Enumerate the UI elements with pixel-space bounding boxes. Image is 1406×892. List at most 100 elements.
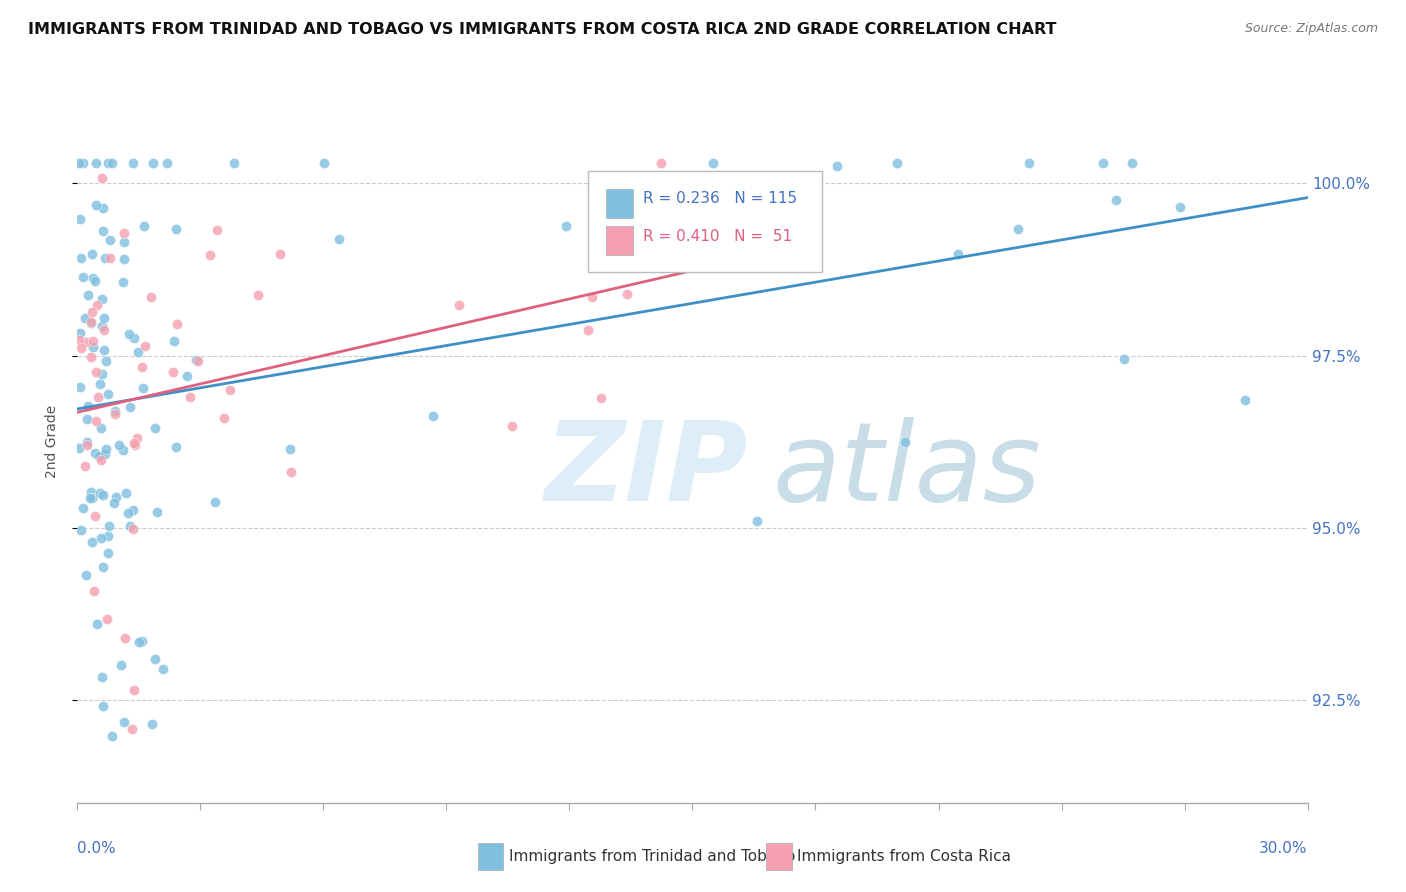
Point — [118, 519, 141, 533]
Point — [163, 334, 186, 349]
Point — [278, 442, 301, 457]
Point — [93, 310, 115, 325]
Point — [1007, 221, 1029, 235]
FancyBboxPatch shape — [588, 170, 821, 272]
Point — [69, 341, 91, 355]
Point — [82, 247, 104, 261]
Point — [83, 583, 105, 598]
Point — [90, 670, 112, 684]
Point — [93, 343, 115, 357]
Point — [83, 508, 105, 523]
Point — [75, 311, 97, 326]
Point — [91, 367, 114, 381]
Point — [247, 287, 270, 301]
Point — [80, 316, 103, 330]
Point — [110, 658, 132, 673]
Point — [186, 352, 208, 367]
Point — [1092, 156, 1115, 170]
Point — [98, 518, 121, 533]
Point — [76, 412, 98, 426]
Point — [449, 298, 471, 312]
Point — [80, 315, 103, 329]
Point — [554, 219, 576, 234]
Point — [82, 270, 104, 285]
Point — [141, 290, 163, 304]
Point — [80, 305, 103, 319]
Point — [946, 247, 969, 261]
Point — [204, 494, 226, 508]
Point — [1234, 392, 1257, 407]
Point — [91, 559, 114, 574]
Point — [84, 445, 107, 459]
Point — [280, 465, 302, 479]
Point — [200, 248, 222, 262]
Point — [312, 156, 335, 170]
Point — [90, 453, 112, 467]
Point — [93, 251, 115, 265]
Point — [422, 409, 444, 424]
Point — [165, 440, 187, 454]
Point — [96, 612, 118, 626]
Point — [114, 714, 136, 729]
Point — [89, 377, 111, 392]
Text: atlas: atlas — [772, 417, 1040, 524]
Y-axis label: 2nd Grade: 2nd Grade — [45, 405, 59, 478]
Point — [80, 491, 103, 505]
Point — [94, 354, 117, 368]
Point — [165, 222, 187, 236]
Point — [86, 298, 108, 312]
Point — [747, 514, 769, 528]
Point — [124, 438, 146, 452]
Point — [111, 276, 134, 290]
Point — [501, 419, 523, 434]
Point — [101, 729, 124, 743]
Text: IMMIGRANTS FROM TRINIDAD AND TOBAGO VS IMMIGRANTS FROM COSTA RICA 2ND GRADE CORR: IMMIGRANTS FROM TRINIDAD AND TOBAGO VS I… — [28, 22, 1057, 37]
Point — [90, 318, 112, 333]
Point — [269, 246, 291, 260]
Point — [131, 360, 153, 375]
Point — [75, 334, 97, 349]
Point — [121, 722, 143, 736]
Point — [89, 485, 111, 500]
Point — [90, 171, 112, 186]
Point — [67, 441, 90, 455]
Point — [97, 156, 120, 170]
Point — [166, 318, 188, 332]
Point — [75, 459, 97, 474]
Bar — [606, 227, 634, 255]
Point — [187, 354, 209, 368]
Point — [589, 392, 612, 406]
Point — [77, 288, 100, 302]
Point — [103, 407, 125, 421]
Point — [90, 421, 112, 435]
Point — [98, 251, 121, 265]
Point — [152, 662, 174, 676]
Point — [69, 523, 91, 537]
Bar — [606, 188, 634, 218]
Point — [894, 434, 917, 449]
Text: Immigrants from Costa Rica: Immigrants from Costa Rica — [797, 849, 1011, 863]
Point — [328, 232, 350, 246]
Point — [142, 156, 165, 170]
Point — [218, 383, 240, 397]
Point — [97, 387, 120, 401]
Text: 30.0%: 30.0% — [1260, 840, 1308, 855]
Text: R = 0.236   N = 115: R = 0.236 N = 115 — [644, 191, 797, 206]
Point — [122, 683, 145, 698]
Point — [72, 156, 94, 170]
Point — [69, 326, 91, 340]
Point — [76, 438, 98, 452]
Point — [79, 491, 101, 505]
Point — [162, 365, 184, 379]
Point — [103, 496, 125, 510]
Point — [90, 532, 112, 546]
Point — [80, 350, 103, 364]
Point — [101, 156, 124, 170]
Point — [121, 502, 143, 516]
Point — [1168, 200, 1191, 214]
Point — [607, 216, 630, 230]
Point — [94, 447, 117, 461]
Point — [89, 449, 111, 463]
Point — [72, 501, 94, 516]
Point — [127, 345, 149, 359]
